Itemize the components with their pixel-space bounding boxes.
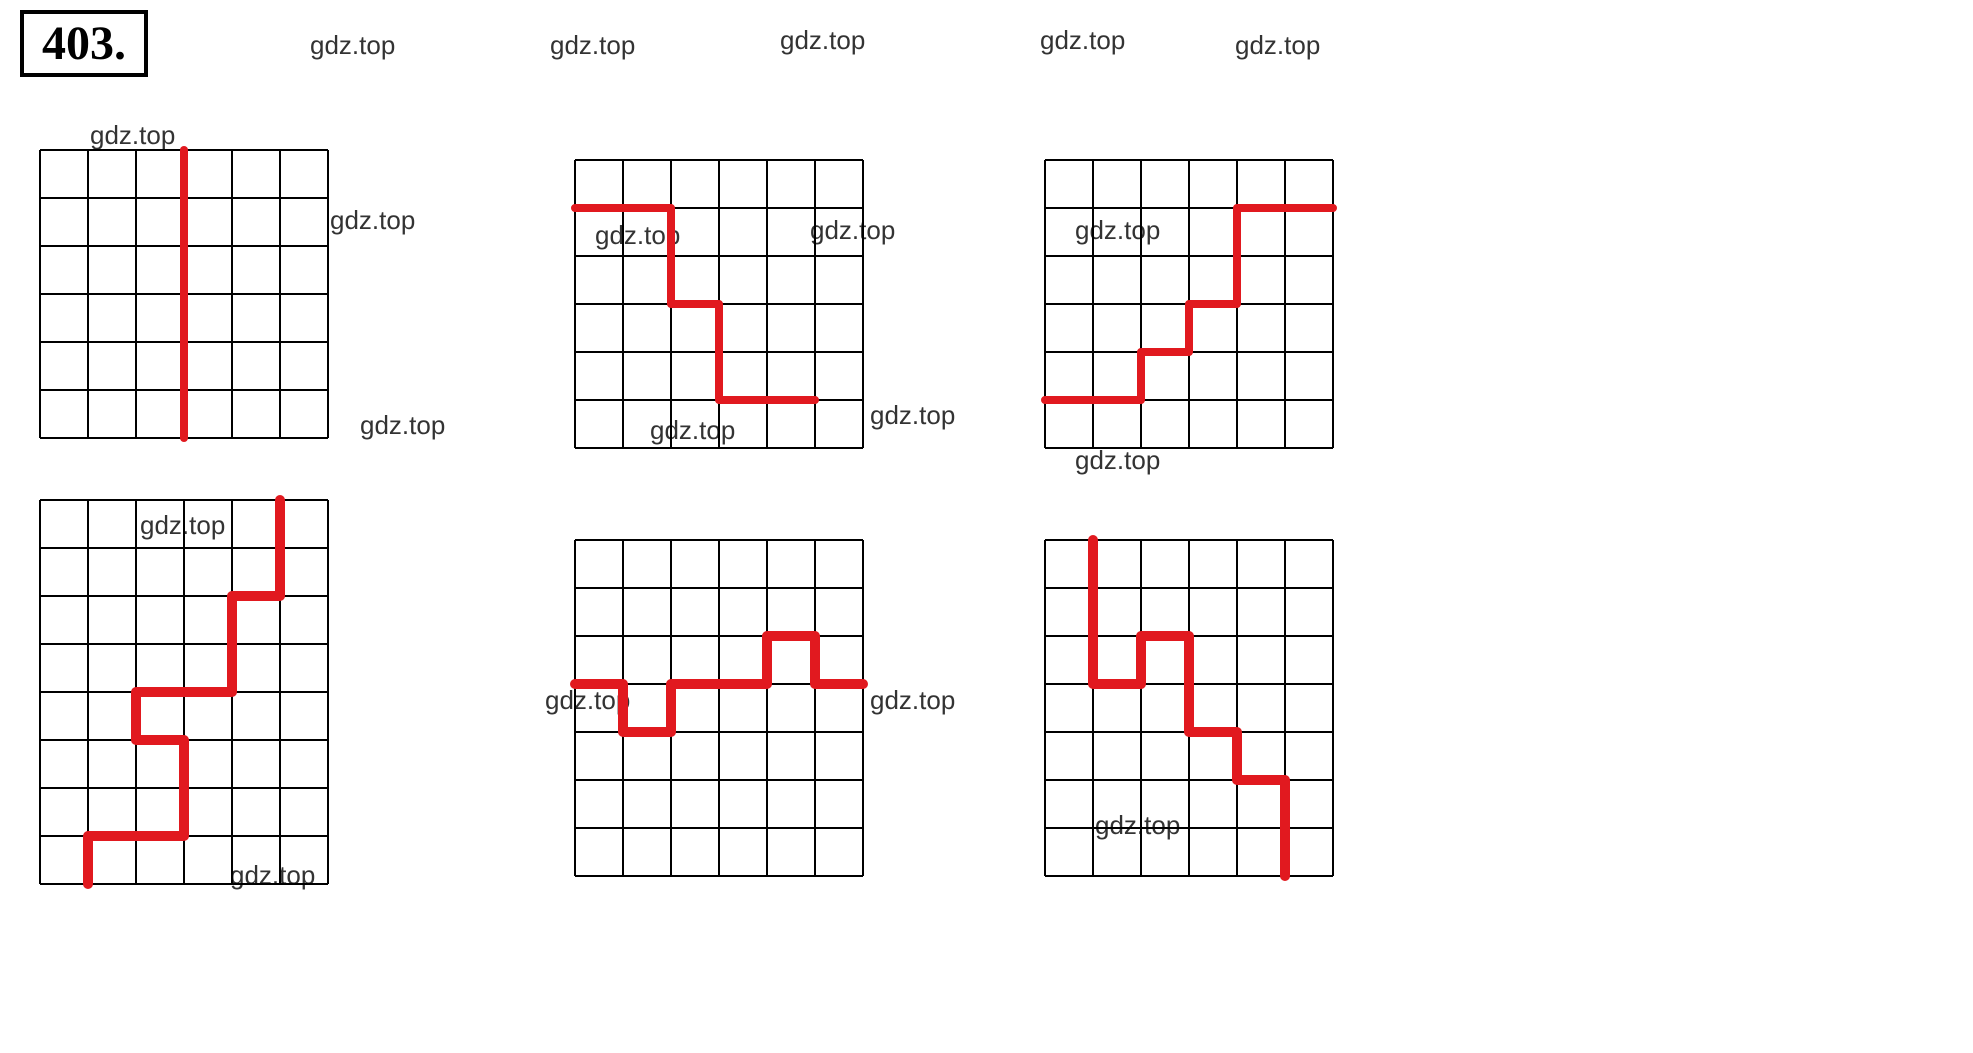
grid-g3: [1033, 148, 1345, 460]
exercise-number: 403.: [20, 10, 148, 77]
exercise-number-text: 403.: [42, 17, 126, 70]
watermark: gdz.top: [780, 25, 865, 56]
watermark: gdz.top: [870, 685, 955, 716]
watermark: gdz.top: [330, 205, 415, 236]
grid-g4: [28, 488, 340, 896]
grid-g6: [1033, 528, 1345, 888]
watermark: gdz.top: [1040, 25, 1125, 56]
grid-g5: [563, 528, 875, 888]
watermark: gdz.top: [1235, 30, 1320, 61]
watermark: gdz.top: [870, 400, 955, 431]
grid-g1: [28, 138, 340, 450]
watermark: gdz.top: [360, 410, 445, 441]
watermark: gdz.top: [310, 30, 395, 61]
grid-g2: [563, 148, 875, 460]
watermark: gdz.top: [550, 30, 635, 61]
